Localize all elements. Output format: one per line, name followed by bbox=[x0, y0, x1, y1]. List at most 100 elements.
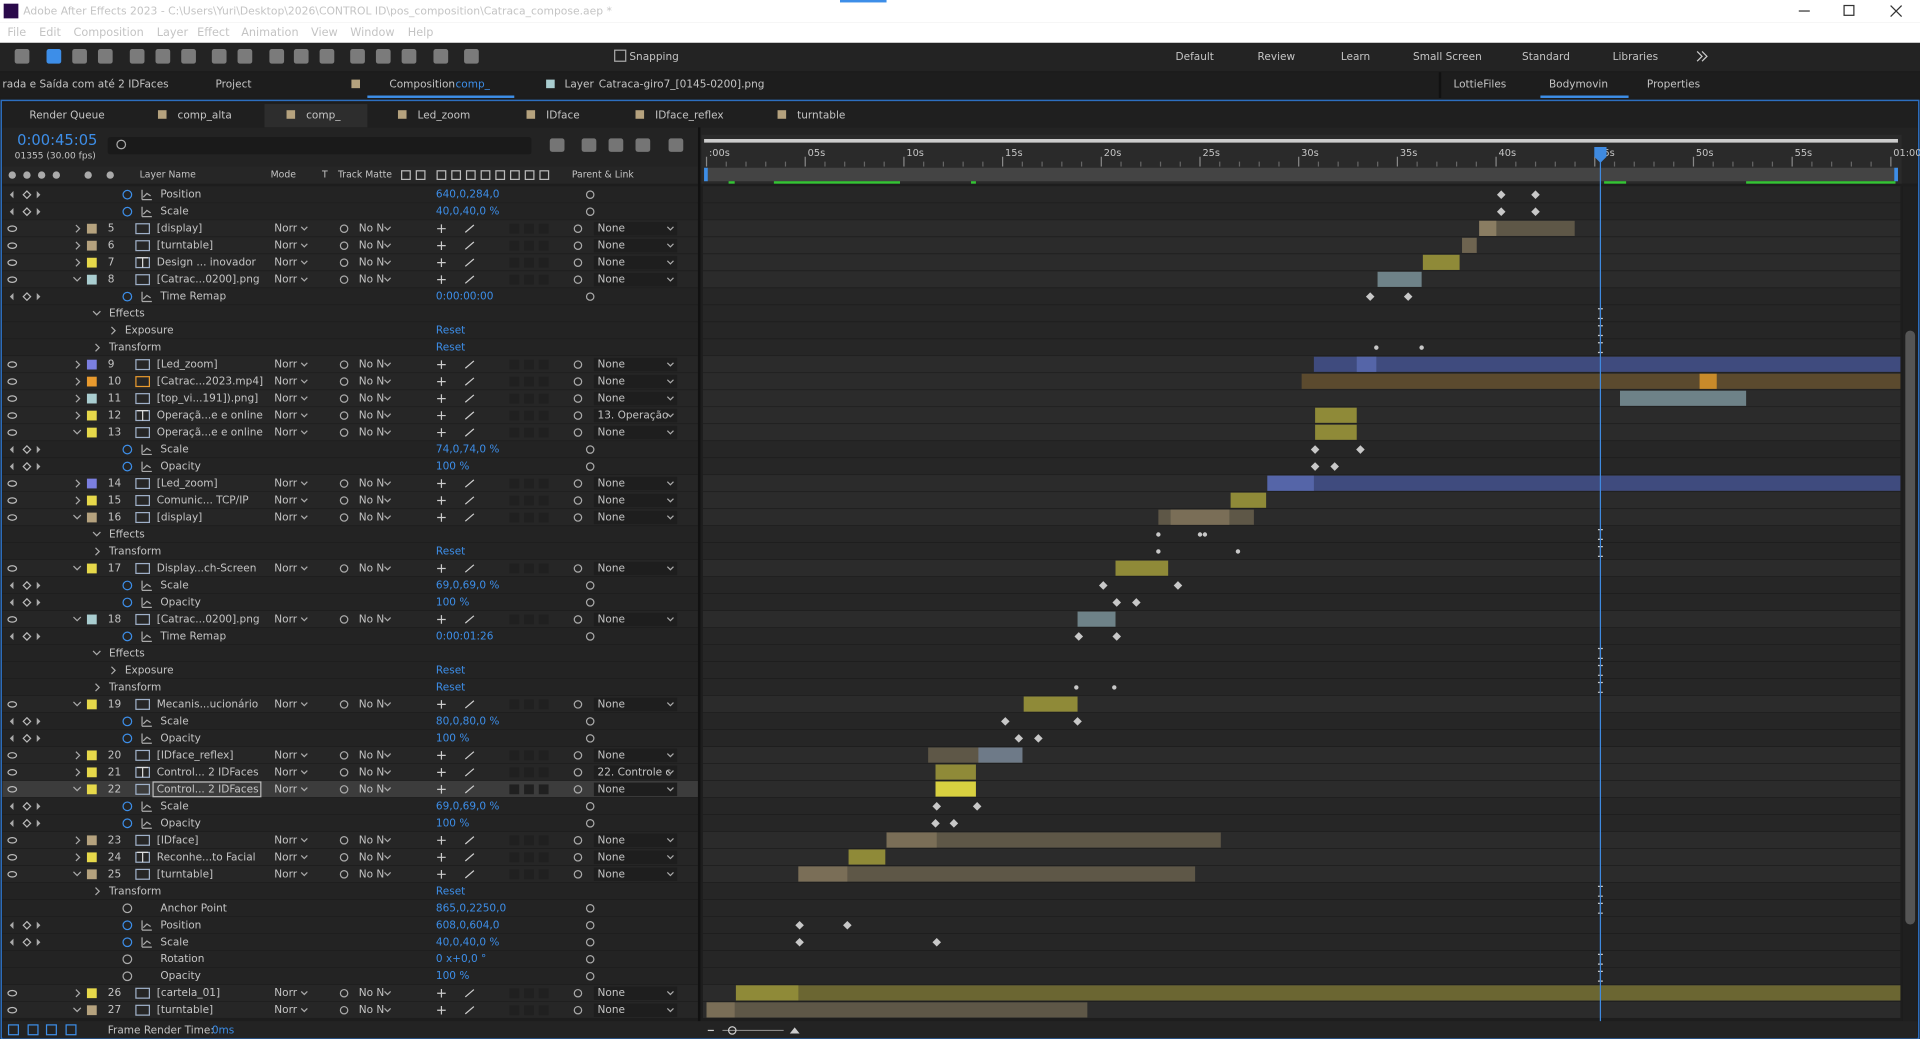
shy-switch[interactable] bbox=[437, 258, 446, 267]
property-value[interactable]: 0:00:00:00 bbox=[436, 291, 493, 303]
visibility-toggle[interactable] bbox=[7, 989, 18, 997]
blend-mode[interactable]: Norr bbox=[274, 495, 297, 507]
track-matte[interactable]: No N bbox=[359, 766, 385, 778]
keyframe-nav[interactable] bbox=[9, 445, 41, 454]
blend-mode[interactable]: Norr bbox=[274, 410, 297, 422]
stopwatch[interactable] bbox=[122, 971, 133, 982]
panel-tab[interactable]: rada e Saída com até 2 IDFaces bbox=[2, 78, 168, 90]
parent-link[interactable]: None bbox=[598, 562, 625, 574]
expand-toggle[interactable] bbox=[95, 683, 101, 692]
stopwatch[interactable] bbox=[122, 954, 133, 965]
shy-switch[interactable] bbox=[437, 496, 446, 505]
expand-toggle[interactable] bbox=[75, 377, 81, 386]
shy-switch[interactable] bbox=[437, 275, 446, 284]
blend-mode[interactable]: Norr bbox=[274, 834, 297, 846]
shy-switch[interactable] bbox=[437, 564, 446, 573]
track-matte[interactable]: No N bbox=[359, 698, 385, 710]
parent-link[interactable]: 22. Controle c bbox=[598, 766, 672, 778]
stopwatch[interactable] bbox=[122, 580, 133, 591]
shy-switch[interactable] bbox=[437, 241, 446, 250]
layer-name[interactable]: [display] bbox=[157, 512, 203, 524]
keyframe-toggle[interactable] bbox=[22, 292, 32, 302]
expand-toggle[interactable] bbox=[92, 650, 101, 656]
parent-pickwhip[interactable] bbox=[573, 224, 583, 233]
parent-pickwhip[interactable] bbox=[573, 870, 583, 879]
parent-pickwhip[interactable] bbox=[573, 360, 583, 369]
shy-switch[interactable] bbox=[437, 360, 446, 369]
parent-link[interactable]: None bbox=[598, 749, 625, 761]
parent-pickwhip[interactable] bbox=[573, 785, 583, 794]
parent-pickwhip[interactable] bbox=[573, 377, 583, 386]
shy-switch[interactable] bbox=[437, 700, 446, 709]
expand-toggle[interactable] bbox=[75, 394, 81, 403]
layer-name[interactable]: Operaçã...e e online bbox=[157, 410, 263, 422]
layer-name[interactable]: Operaçã...e e online bbox=[157, 427, 263, 439]
property-value[interactable]: 100 % bbox=[436, 970, 469, 982]
property-value[interactable]: 0 x+0,0 ° bbox=[436, 953, 486, 965]
parent-link[interactable]: None bbox=[598, 393, 625, 405]
parent-pickwhip[interactable] bbox=[573, 615, 583, 624]
layer-name[interactable]: [Led_zoom] bbox=[157, 478, 218, 490]
keyframe-toggle[interactable] bbox=[22, 190, 32, 200]
workspace-tab[interactable]: Standard bbox=[1522, 51, 1570, 63]
expand-toggle[interactable] bbox=[75, 258, 81, 267]
track-matte[interactable]: No N bbox=[359, 393, 385, 405]
blend-mode[interactable]: Norr bbox=[274, 783, 297, 795]
stopwatch[interactable] bbox=[122, 920, 133, 931]
keyframe-nav[interactable] bbox=[9, 938, 41, 946]
stopwatch[interactable] bbox=[122, 206, 133, 217]
panel-tab[interactable]: Catraca-giro7_[0145-0200].png bbox=[599, 78, 765, 90]
shy-switch[interactable] bbox=[437, 751, 446, 760]
track-matte[interactable]: No N bbox=[359, 868, 385, 880]
blend-mode[interactable]: Norr bbox=[274, 868, 297, 880]
expand-toggle[interactable] bbox=[110, 666, 116, 675]
shy-switch[interactable] bbox=[437, 224, 446, 233]
visibility-toggle[interactable] bbox=[7, 225, 18, 232]
shy-switch[interactable] bbox=[437, 615, 446, 624]
layer-name[interactable]: [cartela_01] bbox=[157, 987, 220, 999]
comp-tab[interactable]: comp_ bbox=[306, 110, 341, 122]
expand-toggle[interactable] bbox=[73, 701, 82, 707]
shy-switch[interactable] bbox=[437, 870, 446, 879]
blend-mode[interactable]: Norr bbox=[274, 359, 297, 371]
zoom-in[interactable] bbox=[789, 1027, 800, 1034]
panel-tab[interactable]: LottieFiles bbox=[1453, 78, 1506, 90]
blend-mode[interactable]: Norr bbox=[274, 274, 297, 286]
keyframe-toggle[interactable] bbox=[22, 462, 32, 472]
layer-name[interactable]: Design ... inovador bbox=[157, 257, 257, 269]
keyframe-nav[interactable] bbox=[9, 292, 41, 301]
parent-pickwhip[interactable] bbox=[573, 241, 583, 250]
shy-switch[interactable] bbox=[437, 411, 446, 420]
layer-name[interactable]: [turntable] bbox=[157, 1004, 213, 1016]
layer-name[interactable]: [Catrac...2023.mp4] bbox=[157, 376, 263, 388]
parent-link[interactable]: None bbox=[598, 257, 625, 269]
menu-item[interactable]: Window bbox=[350, 26, 394, 39]
track-matte[interactable]: No N bbox=[359, 613, 385, 625]
blend-mode[interactable]: Norr bbox=[274, 766, 297, 778]
reset-link[interactable]: Reset bbox=[436, 885, 465, 897]
parent-pickwhip[interactable] bbox=[573, 496, 583, 505]
blend-mode[interactable]: Norr bbox=[274, 223, 297, 235]
expand-toggle[interactable] bbox=[110, 326, 116, 335]
blend-mode[interactable]: Norr bbox=[274, 240, 297, 252]
zoom-handle[interactable] bbox=[727, 1026, 737, 1035]
blend-mode[interactable]: Norr bbox=[274, 987, 297, 999]
property-value[interactable]: 100 % bbox=[436, 596, 469, 608]
expand-toggle[interactable] bbox=[73, 616, 82, 622]
layer-name[interactable]: [Catrac...0200].png bbox=[157, 613, 260, 625]
workspace-tab[interactable]: Small Screen bbox=[1413, 51, 1482, 63]
parent-link[interactable]: None bbox=[598, 851, 625, 863]
stopwatch[interactable] bbox=[122, 597, 133, 608]
expand-toggle[interactable] bbox=[75, 479, 81, 488]
parent-pickwhip[interactable] bbox=[573, 275, 583, 284]
keyframe-nav[interactable] bbox=[9, 921, 41, 929]
menu-item[interactable]: Animation bbox=[241, 26, 298, 39]
property-value[interactable]: 40,0,40,0 % bbox=[436, 206, 500, 218]
blend-mode[interactable]: Norr bbox=[274, 851, 297, 863]
panel-tab[interactable]: Bodymovin bbox=[1549, 78, 1608, 90]
expand-toggle[interactable] bbox=[75, 496, 81, 505]
blend-mode[interactable]: Norr bbox=[274, 1004, 297, 1016]
keyframe-nav[interactable] bbox=[9, 598, 41, 607]
keyframe-nav[interactable] bbox=[9, 208, 41, 216]
keyframe-nav[interactable] bbox=[9, 819, 41, 828]
